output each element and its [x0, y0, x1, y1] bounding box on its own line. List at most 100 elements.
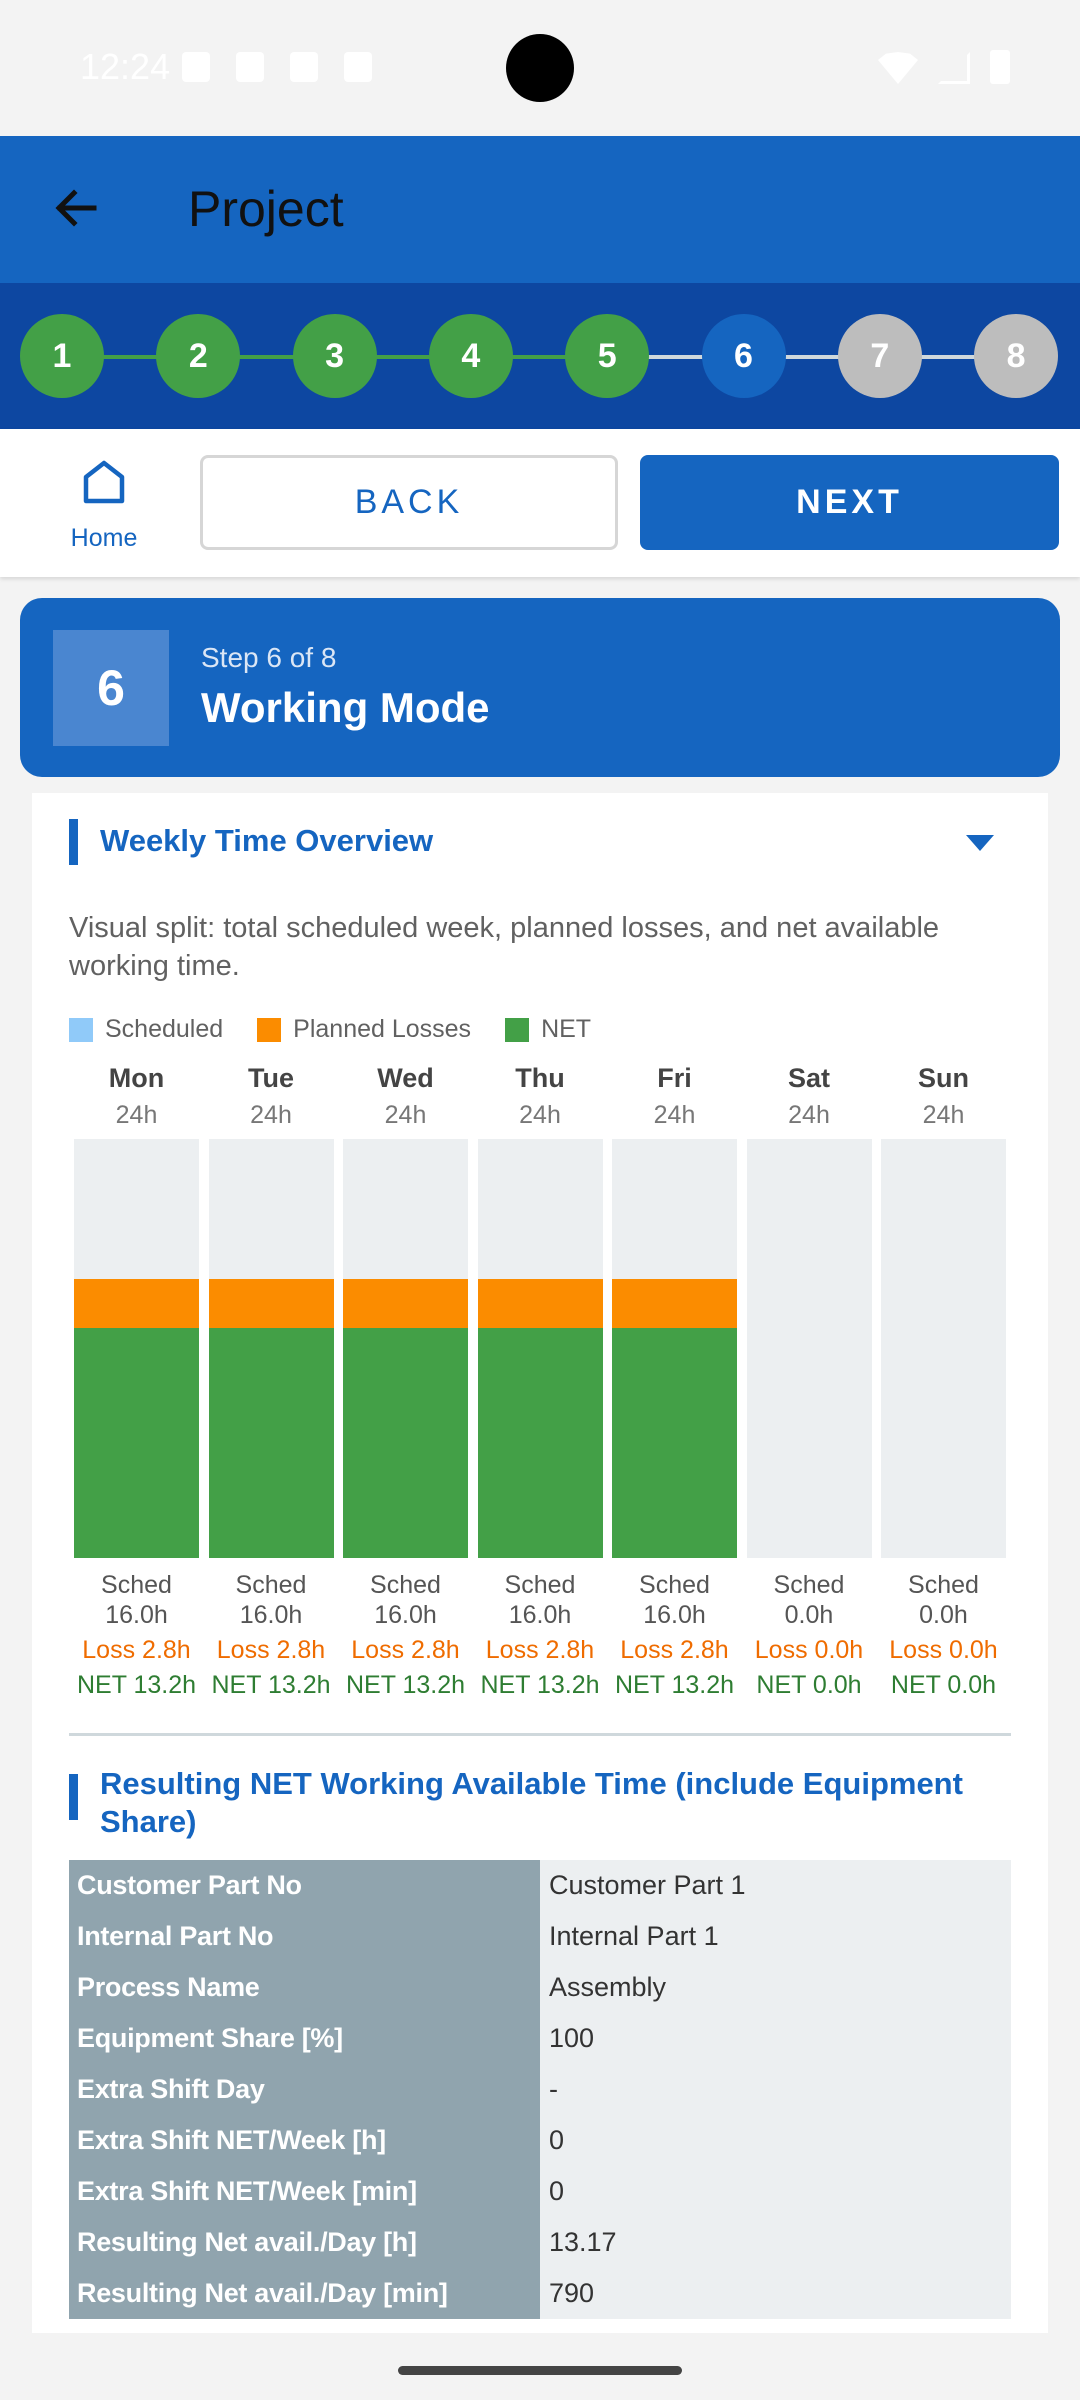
result-table: Customer Part No Customer Part 1 Internal …	[69, 1860, 1011, 2319]
table-row: Customer Part No Customer Part 1	[69, 1860, 1011, 1911]
download-icon	[236, 52, 264, 82]
net-segment	[74, 1327, 199, 1558]
step-title: Working Mode	[201, 684, 490, 731]
day-label: Thu	[515, 1063, 565, 1093]
day-hours-label: 24h	[250, 1101, 292, 1129]
table-row: Resulting Net avail./Day [h] 13.17	[69, 2217, 1011, 2268]
net-segment	[612, 1327, 737, 1558]
loss-segment	[208, 1278, 334, 1328]
home-button[interactable]: Home	[62, 459, 146, 553]
legend-item: Scheduled	[69, 1015, 223, 1044]
loss-segment	[343, 1278, 468, 1328]
content-card: Weekly Time Overview Visual split: total…	[32, 793, 1048, 2333]
net-segment	[477, 1327, 603, 1558]
step-circle-1[interactable]: 1	[20, 314, 104, 398]
chart-legend: Scheduled Planned Losses NET	[69, 1015, 625, 1044]
next-button[interactable]: NEXT	[640, 455, 1059, 550]
loss-segment	[74, 1278, 199, 1328]
section-accent-bar	[69, 819, 78, 865]
legend-item: Planned Losses	[257, 1015, 471, 1044]
row-key: Extra Shift NET/Week [min]	[69, 2166, 540, 2217]
net-segment	[208, 1327, 334, 1558]
home-label: Home	[70, 524, 138, 552]
table-row: Internal Part No Internal Part 1	[69, 1911, 1011, 1962]
row-key: Internal Part No	[69, 1911, 540, 1962]
row-value: Customer Part 1	[540, 1860, 1011, 1911]
table-row: Equipment Share [%] 100	[69, 2013, 1011, 2064]
net-caption: NET 0.0h	[890, 1671, 997, 1699]
table-row: Extra Shift Day -	[69, 2064, 1011, 2115]
camera-cutout	[506, 34, 574, 102]
result-section-title: Resulting NET Working Available Time (in…	[100, 1766, 963, 1839]
step-circle-7[interactable]: 7	[837, 314, 922, 398]
step-connector	[334, 355, 471, 359]
row-key: Customer Part No	[69, 1860, 540, 1911]
net-caption: NET 0.0h	[756, 1671, 862, 1699]
shield-icon	[182, 52, 210, 82]
sched-caption: Sched 16.0h	[504, 1571, 576, 1629]
loss-caption: Loss 2.8h	[485, 1636, 595, 1664]
step-subtitle: Step 6 of 8	[201, 642, 337, 673]
step-circle-8[interactable]: 8	[974, 314, 1059, 398]
wifi-icon	[878, 52, 918, 84]
collapse-arrow-icon[interactable]	[966, 835, 994, 851]
weekly-overview-title[interactable]: Weekly Time Overview	[100, 823, 434, 858]
sched-caption: Sched 16.0h	[235, 1571, 307, 1629]
row-value: Assembly	[540, 1962, 1011, 2013]
step-circle-6[interactable]: 6	[701, 314, 786, 398]
step-circle-4[interactable]: 4	[428, 314, 513, 398]
legend-swatch	[69, 1017, 93, 1042]
row-value: 790	[540, 2268, 1011, 2319]
sched-caption: Sched 0.0h	[773, 1571, 845, 1629]
back-arrow-icon[interactable]	[44, 176, 108, 240]
step-connector	[198, 355, 335, 359]
back-button[interactable]: BACK	[200, 455, 618, 550]
step-circle-5[interactable]: 5	[565, 314, 650, 398]
row-value: Internal Part 1	[540, 1911, 1011, 1962]
day-bar	[477, 1139, 603, 1558]
table-row: Resulting Net avail./Day [min] 790	[69, 2268, 1011, 2319]
day-bar	[208, 1139, 334, 1558]
weekly-description: Visual split: total scheduled week, plan…	[69, 912, 940, 982]
step-circle-2[interactable]: 2	[156, 314, 241, 398]
day-label: Fri	[657, 1063, 692, 1093]
loss-caption: Loss 2.8h	[620, 1636, 729, 1664]
sched-caption: Sched 16.0h	[370, 1571, 441, 1629]
row-key: Process Name	[69, 1962, 540, 2013]
step-circle-3[interactable]: 3	[292, 314, 377, 398]
legend-label: Scheduled	[105, 1015, 224, 1043]
loss-caption: Loss 2.8h	[216, 1636, 326, 1664]
net-caption: NET 13.2h	[345, 1671, 466, 1699]
step-connector	[743, 355, 880, 359]
notification-icons	[182, 52, 372, 82]
day-hours-label: 24h	[653, 1101, 696, 1129]
table-row: Process Name Assembly	[69, 1962, 1011, 2013]
legend-swatch	[257, 1017, 282, 1042]
day-hours-label: 24h	[922, 1101, 965, 1129]
row-value: 0	[540, 2166, 1011, 2217]
status-time: 12:24	[80, 46, 171, 87]
day-bar	[74, 1139, 199, 1558]
status-bar: 12:24	[0, 0, 1080, 136]
day-label: Mon	[108, 1063, 165, 1093]
row-key: Resulting Net avail./Day [h]	[69, 2217, 540, 2268]
sched-caption: Sched 16.0h	[101, 1571, 172, 1629]
row-key: Resulting Net avail./Day [min]	[69, 2268, 540, 2319]
system-icons	[878, 50, 1010, 84]
day-bar	[746, 1139, 872, 1558]
row-key: Extra Shift Day	[69, 2064, 540, 2115]
sd-card-icon	[290, 52, 318, 82]
day-hours-label: 24h	[384, 1101, 427, 1129]
app-bar-title: Project	[188, 181, 344, 237]
day-label: Sat	[787, 1063, 831, 1093]
section-divider	[69, 1733, 1011, 1736]
section-accent-bar	[69, 1774, 78, 1820]
row-key: Extra Shift NET/Week [h]	[69, 2115, 540, 2166]
loss-caption: Loss 2.8h	[351, 1636, 460, 1664]
table-row: Extra Shift NET/Week [h] 0	[69, 2115, 1011, 2166]
day-bar	[612, 1139, 737, 1558]
legend-label: NET	[541, 1015, 592, 1043]
gesture-handle[interactable]	[398, 2366, 682, 2375]
step-header-card: 6 Step 6 of 8 Working Mode	[20, 598, 1060, 777]
